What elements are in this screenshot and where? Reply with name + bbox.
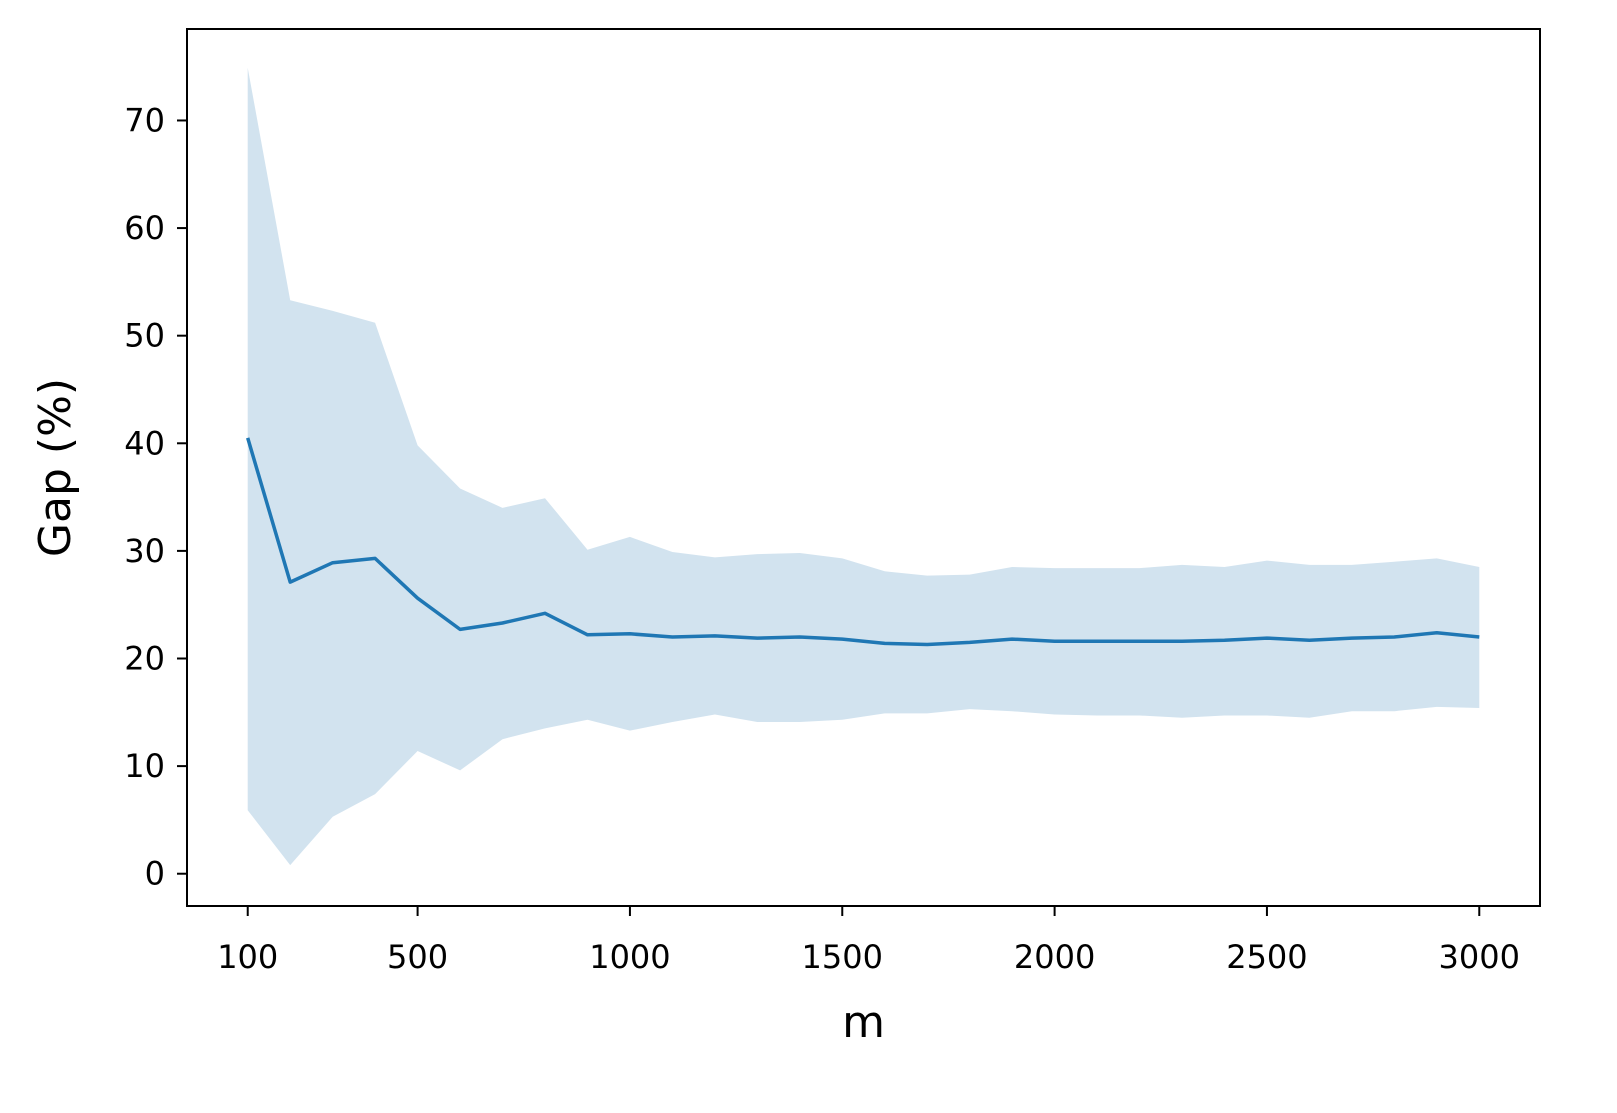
mean-line: [246, 437, 1480, 647]
y-axis-ticks: 0 10 20 30 40 50 60 70: [124, 101, 187, 893]
confidence-band: [247, 67, 1480, 866]
x-tick-label: 500: [387, 938, 448, 976]
x-tick-label: 1500: [802, 938, 883, 976]
y-tick-label: 60: [124, 209, 165, 247]
y-tick-label: 70: [124, 101, 165, 139]
y-tick-label: 50: [124, 317, 165, 355]
y-tick-label: 0: [145, 855, 165, 893]
x-tick-label: 3000: [1439, 938, 1520, 976]
x-tick-label: 100: [217, 938, 278, 976]
x-tick-label: 2000: [1014, 938, 1095, 976]
axes-frame: [186, 28, 1541, 907]
x-tick-label: 2500: [1226, 938, 1307, 976]
x-tick-label: 1000: [589, 938, 670, 976]
y-tick-label: 10: [124, 747, 165, 785]
y-tick-label: 30: [124, 532, 165, 570]
x-axis-title: m: [842, 997, 885, 1048]
plot-area: [246, 67, 1480, 866]
y-tick-label: 20: [124, 640, 165, 678]
y-axis-title: Gap (%): [30, 378, 81, 557]
y-tick-label: 40: [124, 424, 165, 462]
x-axis-ticks: 100 500 1000 1500 2000 2500 3000: [217, 906, 1520, 976]
